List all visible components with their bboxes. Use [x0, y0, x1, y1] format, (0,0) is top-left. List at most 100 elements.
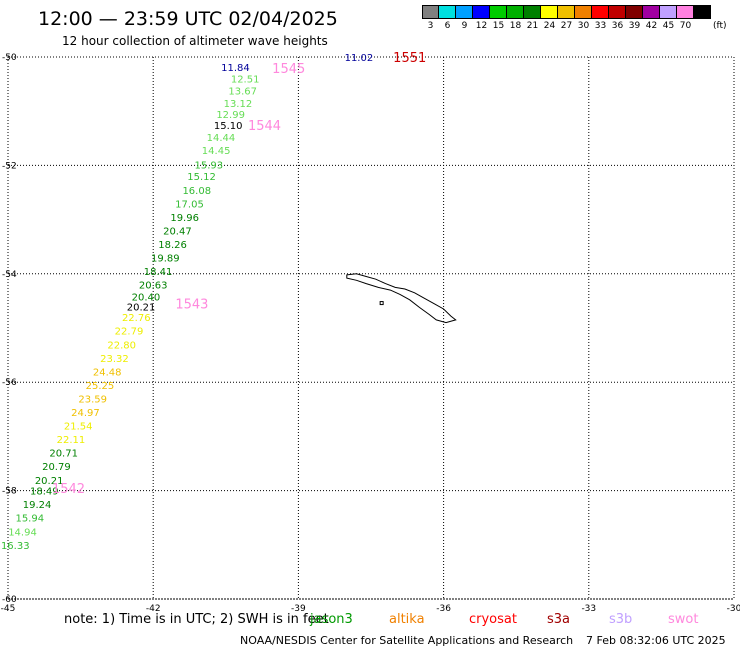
lon-tick-label: -45: [1, 604, 16, 614]
wave-height-label: 20.21: [35, 476, 64, 487]
color-legend-swatch: [422, 5, 439, 19]
color-legend-tick: 12: [475, 21, 488, 31]
color-legend-tick: 39: [628, 21, 641, 31]
wave-height-label: 20.40: [132, 293, 161, 304]
mission-legend: jason3 altika cryosat s3a s3b swot: [0, 612, 740, 628]
wave-height-label: 13.12: [224, 99, 253, 110]
footer-note: note: 1) Time is in UTC; 2) SWH is in fe…: [64, 612, 329, 627]
wave-height-label: 22.79: [115, 327, 144, 338]
wave-height-label: 20.47: [163, 226, 192, 237]
wave-height-label: 22.80: [107, 340, 136, 351]
wave-height-label: 23.59: [78, 394, 107, 405]
wave-height-label: 18.41: [144, 267, 173, 278]
color-legend-tick: 9: [461, 21, 468, 31]
color-legend-swatch: [558, 5, 575, 19]
generated-timestamp: 7 Feb 08:32:06 UTC 2025: [586, 634, 726, 647]
wave-height-label: 14.44: [207, 133, 236, 144]
offshore-island: [379, 301, 384, 306]
mission-label-s3a: s3a: [547, 612, 571, 627]
mission-label-jason3: jason3: [310, 612, 353, 627]
color-legend-swatch: [541, 5, 558, 19]
coastline-south-georgia: [346, 273, 457, 324]
wave-height-label: 11.84: [221, 63, 250, 74]
wave-height-label: 24.48: [93, 367, 122, 378]
wave-height-label: 15.10: [214, 121, 243, 132]
wave-height-label: 18.49: [30, 487, 59, 498]
color-legend-swatch: [456, 5, 473, 19]
wave-height-label: 15.94: [15, 514, 44, 525]
wave-height-label: 22.76: [122, 313, 151, 324]
color-legend-swatch: [473, 5, 490, 19]
wave-height-label: 20.71: [49, 449, 78, 460]
lon-tick-label: -33: [581, 604, 596, 614]
wave-height-label: 15.12: [187, 172, 216, 183]
color-legend-tick: 18: [509, 21, 522, 31]
lon-tick-label: -36: [436, 604, 451, 614]
wave-height-label: 16.33: [1, 541, 30, 552]
lat-tick-label: -58: [2, 487, 17, 497]
color-legend-tick: 42: [645, 21, 658, 31]
wave-height-label: 19.24: [23, 500, 52, 511]
wave-height-label: 12.99: [216, 110, 245, 121]
lon-tick-label: -30: [727, 604, 740, 614]
wave-height-label: 11.02: [345, 53, 374, 64]
pass-number-label: 1544: [248, 119, 281, 134]
color-legend-tick: 24: [543, 21, 556, 31]
wave-height-label: 20.63: [139, 281, 168, 292]
wave-height-label: 23.32: [100, 354, 129, 365]
wave-height-label: 20.21: [127, 302, 156, 313]
color-legend-swatch: [592, 5, 609, 19]
mission-label-altika: altika: [389, 612, 425, 627]
pass-number-label: 1551: [393, 51, 426, 66]
color-legend-swatch: [677, 5, 694, 19]
wave-height-label: 12.51: [231, 75, 260, 86]
color-legend-swatch: [643, 5, 660, 19]
lat-tick-label: -60: [2, 595, 17, 605]
wave-height-label: 20.79: [42, 462, 71, 473]
lat-tick-label: -52: [2, 161, 17, 171]
wave-height-label: 22.11: [57, 435, 86, 446]
wave-height-label: 14.94: [8, 527, 37, 538]
wave-height-label: 19.96: [170, 213, 199, 224]
wave-height-label: 16.08: [182, 186, 211, 197]
map-subtitle: 12 hour collection of altimeter wave hei…: [62, 34, 328, 48]
wave-height-label: 17.05: [175, 199, 204, 210]
color-legend-swatch: [694, 5, 711, 19]
wave-height-label: 18.26: [158, 240, 187, 251]
wave-height-label: 24.97: [71, 408, 100, 419]
color-legend-swatch: [575, 5, 592, 19]
color-legend-tick: 33: [594, 21, 607, 31]
mission-label-swot: swot: [668, 612, 699, 627]
color-legend-swatch: [609, 5, 626, 19]
pass-number-label: 1545: [272, 62, 305, 77]
color-legend-tick: 6: [444, 21, 451, 31]
color-legend-swatch: [507, 5, 524, 19]
color-legend-swatch: [490, 5, 507, 19]
credit-line: NOAA/NESDIS Center for Satellite Applica…: [240, 634, 574, 647]
lon-tick-label: -42: [146, 604, 161, 614]
wave-height-label: 14.45: [202, 146, 231, 157]
color-legend-tick: 45: [662, 21, 675, 31]
color-legend-tick: 30: [577, 21, 590, 31]
wave-height-label: 25.25: [86, 381, 115, 392]
wave-height-label: 15.93: [195, 160, 224, 171]
pass-number-label: 1543: [175, 298, 208, 313]
lat-tick-label: -56: [2, 378, 17, 388]
map-title: 12:00 — 23:59 UTC 02/04/2025: [38, 8, 338, 30]
wave-height-label: 21.54: [64, 422, 93, 433]
color-legend-swatch: [660, 5, 677, 19]
color-legend-tick: 21: [526, 21, 539, 31]
color-legend-tick: 27: [560, 21, 573, 31]
color-legend-tick: 36: [611, 21, 624, 31]
lat-tick-label: -54: [2, 270, 17, 280]
lat-tick-label: -50: [2, 53, 17, 63]
wave-height-label: 13.67: [228, 87, 257, 98]
color-legend-swatch: [524, 5, 541, 19]
color-legend-ticks: 3 6 9 12 15 18 21 24 27 30 33 36 39 42 45 70: [422, 21, 722, 33]
color-legend-swatch: [439, 5, 456, 19]
pass-number-label: 1542: [52, 482, 85, 497]
color-legend-tick: 70: [679, 21, 692, 31]
color-legend-unit: (ft): [713, 21, 727, 31]
color-legend: [422, 5, 711, 19]
